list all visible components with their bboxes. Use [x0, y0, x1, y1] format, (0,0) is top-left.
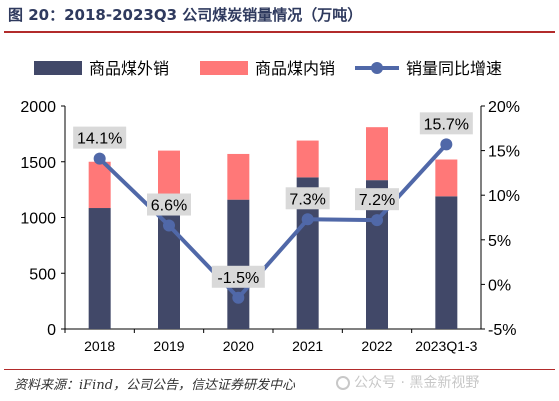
x-tick-label: 2019 — [153, 338, 184, 354]
figure-title: 图 20：2018-2023Q3 公司煤炭销量情况（万吨） — [8, 6, 363, 24]
growth-point — [232, 291, 245, 304]
right-tick-label: 10% — [488, 188, 520, 205]
legend-swatch — [34, 61, 82, 75]
bar-export — [366, 180, 388, 329]
bar-export — [88, 208, 111, 329]
growth-point — [440, 138, 453, 151]
right-tick-label: 5% — [488, 233, 511, 250]
bar-domestic — [296, 140, 319, 178]
bar-domestic — [366, 127, 388, 181]
watermark-text: 公众号 · 黑金新视野 — [354, 375, 480, 391]
x-tick-label: 2021 — [292, 338, 323, 354]
right-tick-label: 20% — [488, 99, 520, 116]
growth-label: 7.3% — [289, 191, 325, 208]
bar-domestic — [88, 161, 111, 209]
bar-export — [296, 177, 319, 329]
x-tick-label: 2020 — [223, 338, 254, 354]
title-divider — [4, 31, 555, 33]
watermark: 公众号 · 黑金新视野 — [336, 372, 479, 392]
bar-export — [435, 196, 458, 329]
right-tick-label: 15% — [488, 144, 520, 161]
growth-label: 14.1% — [77, 131, 122, 148]
growth-label: -1.5% — [217, 270, 259, 287]
bar-domestic — [227, 153, 250, 200]
growth-label-box — [211, 265, 265, 288]
growth-label-box — [285, 187, 330, 210]
legend-label: 商品煤外销 — [89, 59, 169, 78]
bar-export — [227, 199, 250, 329]
legend-label: 商品煤内销 — [255, 59, 335, 78]
legend-line-marker — [371, 62, 383, 74]
growth-point — [163, 219, 175, 232]
source-divider — [4, 369, 555, 370]
right-tick-label: 0% — [488, 277, 511, 294]
growth-label-box — [419, 112, 473, 135]
growth-label: 7.2% — [359, 192, 395, 209]
left-tick-label: 1000 — [20, 211, 56, 228]
growth-label: 15.7% — [424, 116, 469, 133]
x-tick-label: 2018 — [84, 338, 115, 354]
wechat-logo-icon — [336, 376, 350, 390]
growth-line — [98, 143, 448, 300]
growth-point — [371, 214, 383, 227]
bar-export — [158, 209, 180, 329]
growth-label-box — [147, 193, 191, 216]
bar-domestic — [435, 159, 458, 197]
legend-swatch — [200, 61, 248, 75]
right-tick-label: -5% — [488, 322, 516, 339]
left-tick-label: 0 — [47, 322, 56, 339]
legend-label: 销量同比增速 — [406, 59, 502, 78]
source-note: 资料来源：iFind，公司公告，信达证券研发中心 — [14, 378, 296, 393]
left-tick-label: 1500 — [20, 155, 56, 172]
growth-label: 6.6% — [151, 198, 187, 215]
growth-point — [93, 152, 106, 165]
left-tick-label: 500 — [29, 266, 56, 283]
growth-point — [301, 213, 314, 226]
x-tick-label: 2022 — [361, 338, 392, 354]
left-tick-label: 2000 — [20, 99, 56, 116]
x-tick-label: 2023Q1-3 — [415, 338, 477, 354]
growth-label-box — [73, 126, 127, 149]
growth-label-box — [355, 188, 399, 211]
